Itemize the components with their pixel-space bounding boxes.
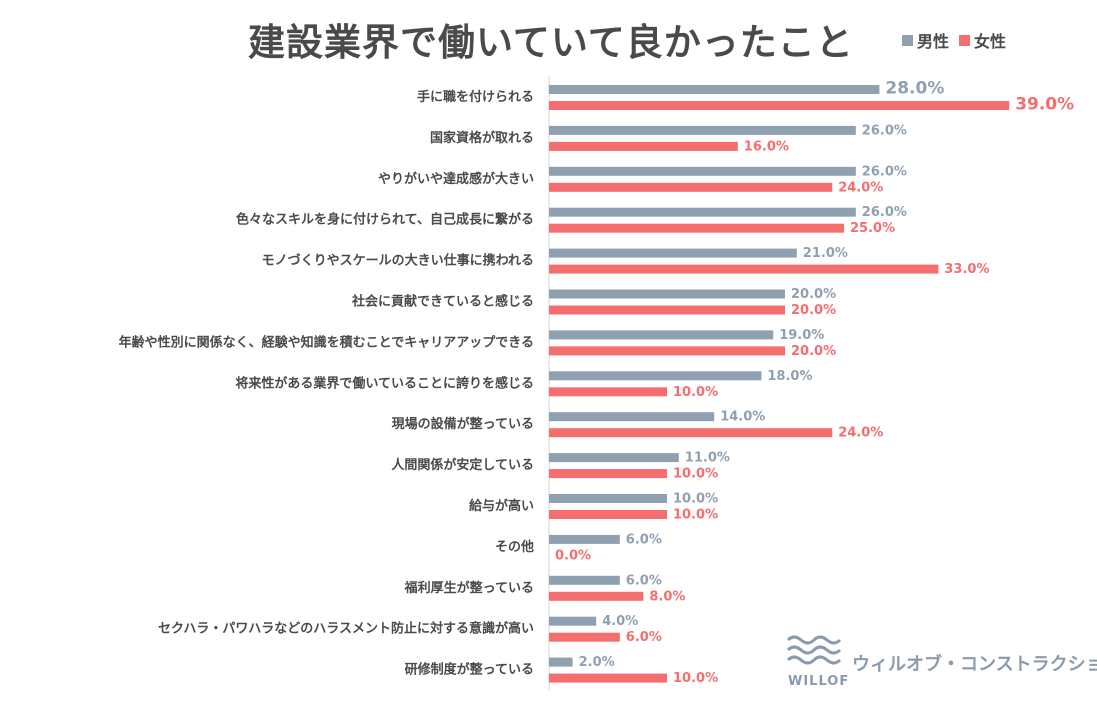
- category-label: 研修制度が整っている: [405, 662, 534, 678]
- value-label-male: 10.0%: [673, 492, 718, 507]
- value-label-male: 4.0%: [602, 614, 638, 629]
- bar-male: [549, 616, 597, 626]
- value-label-female: 24.0%: [838, 426, 883, 441]
- bar-female: [549, 673, 667, 683]
- legend-swatch-male: [902, 34, 913, 46]
- category-label: 色々なスキルを身に付けられて、自己成長に繋がる: [236, 212, 534, 228]
- bar-female: [549, 469, 667, 479]
- willof-wave-icon: [786, 635, 842, 665]
- bar-male: [549, 289, 785, 299]
- value-label-male: 19.0%: [779, 328, 824, 343]
- bar-female: [549, 428, 833, 438]
- bar-male: [549, 125, 856, 135]
- value-label-female: 24.0%: [838, 180, 883, 195]
- legend-label-male: 男性: [917, 32, 950, 51]
- value-label-male: 26.0%: [862, 164, 907, 179]
- bar-female: [549, 264, 939, 274]
- value-label-female: 8.0%: [649, 589, 685, 604]
- value-label-female: 6.0%: [626, 630, 662, 645]
- legend-swatch-female: [959, 34, 971, 46]
- category-label: 福利厚生が整っている: [404, 580, 534, 596]
- bar-female: [549, 632, 620, 642]
- bar-male: [549, 453, 679, 463]
- category-label: 現場の設備が整っている: [392, 416, 534, 432]
- legend: 男性 女性: [902, 28, 1006, 52]
- value-label-male: 26.0%: [862, 123, 907, 138]
- value-label-female: 10.0%: [673, 671, 718, 686]
- legend-item-male: 男性: [902, 28, 949, 52]
- value-label-female: 39.0%: [1015, 95, 1074, 115]
- bar-female: [549, 141, 738, 151]
- value-label-female: 20.0%: [791, 303, 836, 318]
- value-label-female: 10.0%: [673, 385, 718, 400]
- category-label: セクハラ・パワハラなどのハラスメント防止に対する意識が高い: [158, 621, 534, 637]
- bar-female: [549, 387, 667, 397]
- bar-female: [549, 591, 644, 601]
- value-label-female: 16.0%: [744, 139, 789, 154]
- category-label: 人間関係が安定している: [391, 457, 534, 473]
- bar-male: [549, 330, 774, 340]
- bar-female: [549, 510, 667, 519]
- category-label: 将来性がある業界で働いていることに誇りを感じる: [235, 375, 534, 391]
- value-label-male: 28.0%: [885, 79, 944, 99]
- value-label-male: 18.0%: [767, 369, 812, 384]
- legend-label-female: 女性: [974, 32, 1007, 51]
- bar-male: [549, 657, 573, 667]
- bar-female: [549, 305, 785, 315]
- value-label-male: 14.0%: [720, 410, 765, 425]
- value-label-female: 10.0%: [673, 508, 718, 523]
- category-label: やりがいや達成感が大きい: [378, 171, 534, 187]
- category-label: 手に職を付けられる: [417, 89, 534, 105]
- bar-female: [549, 346, 785, 356]
- value-label-male: 6.0%: [626, 573, 662, 588]
- value-label-female: 0.0%: [555, 548, 591, 563]
- logo-wordmark: WILLOF: [788, 674, 850, 689]
- category-label: 社会に貢献できていると感じる: [351, 294, 534, 310]
- value-label-female: 20.0%: [791, 344, 836, 359]
- bar-male: [549, 207, 856, 217]
- value-label-female: 33.0%: [944, 262, 989, 277]
- category-label: その他: [495, 539, 534, 555]
- category-label: モノづくりやスケールの大きい仕事に携われる: [262, 253, 534, 269]
- bar-male: [549, 534, 620, 544]
- bar-male: [549, 412, 715, 422]
- value-label-male: 20.0%: [791, 287, 836, 302]
- bar-male: [549, 371, 762, 381]
- logo-company-name: ウィルオブ・コンストラクション: [852, 654, 1097, 675]
- legend-item-female: 女性: [959, 28, 1006, 52]
- value-label-female: 10.0%: [673, 467, 718, 482]
- category-label: 年齢や性別に関係なく、経験や知識を積むことでキャリアアップできる: [119, 334, 534, 350]
- bar-male: [549, 85, 880, 94]
- value-label-male: 6.0%: [626, 532, 662, 547]
- value-label-male: 11.0%: [685, 451, 730, 466]
- bar-male: [549, 494, 667, 503]
- bar-female: [549, 223, 844, 233]
- category-label: 国家資格が取れる: [430, 130, 534, 146]
- value-label-male: 21.0%: [803, 246, 848, 261]
- bar-male: [549, 248, 797, 258]
- value-label-female: 25.0%: [850, 221, 895, 236]
- chart-title: 建設業界で働いていて良かったこと: [248, 21, 854, 64]
- category-label: 給与が高い: [469, 498, 534, 514]
- bar-male: [549, 575, 620, 585]
- value-label-male: 26.0%: [862, 205, 907, 220]
- value-label-male: 2.0%: [579, 655, 615, 670]
- bar-male: [549, 166, 856, 176]
- bar-female: [549, 182, 833, 192]
- bar-female: [549, 101, 1010, 110]
